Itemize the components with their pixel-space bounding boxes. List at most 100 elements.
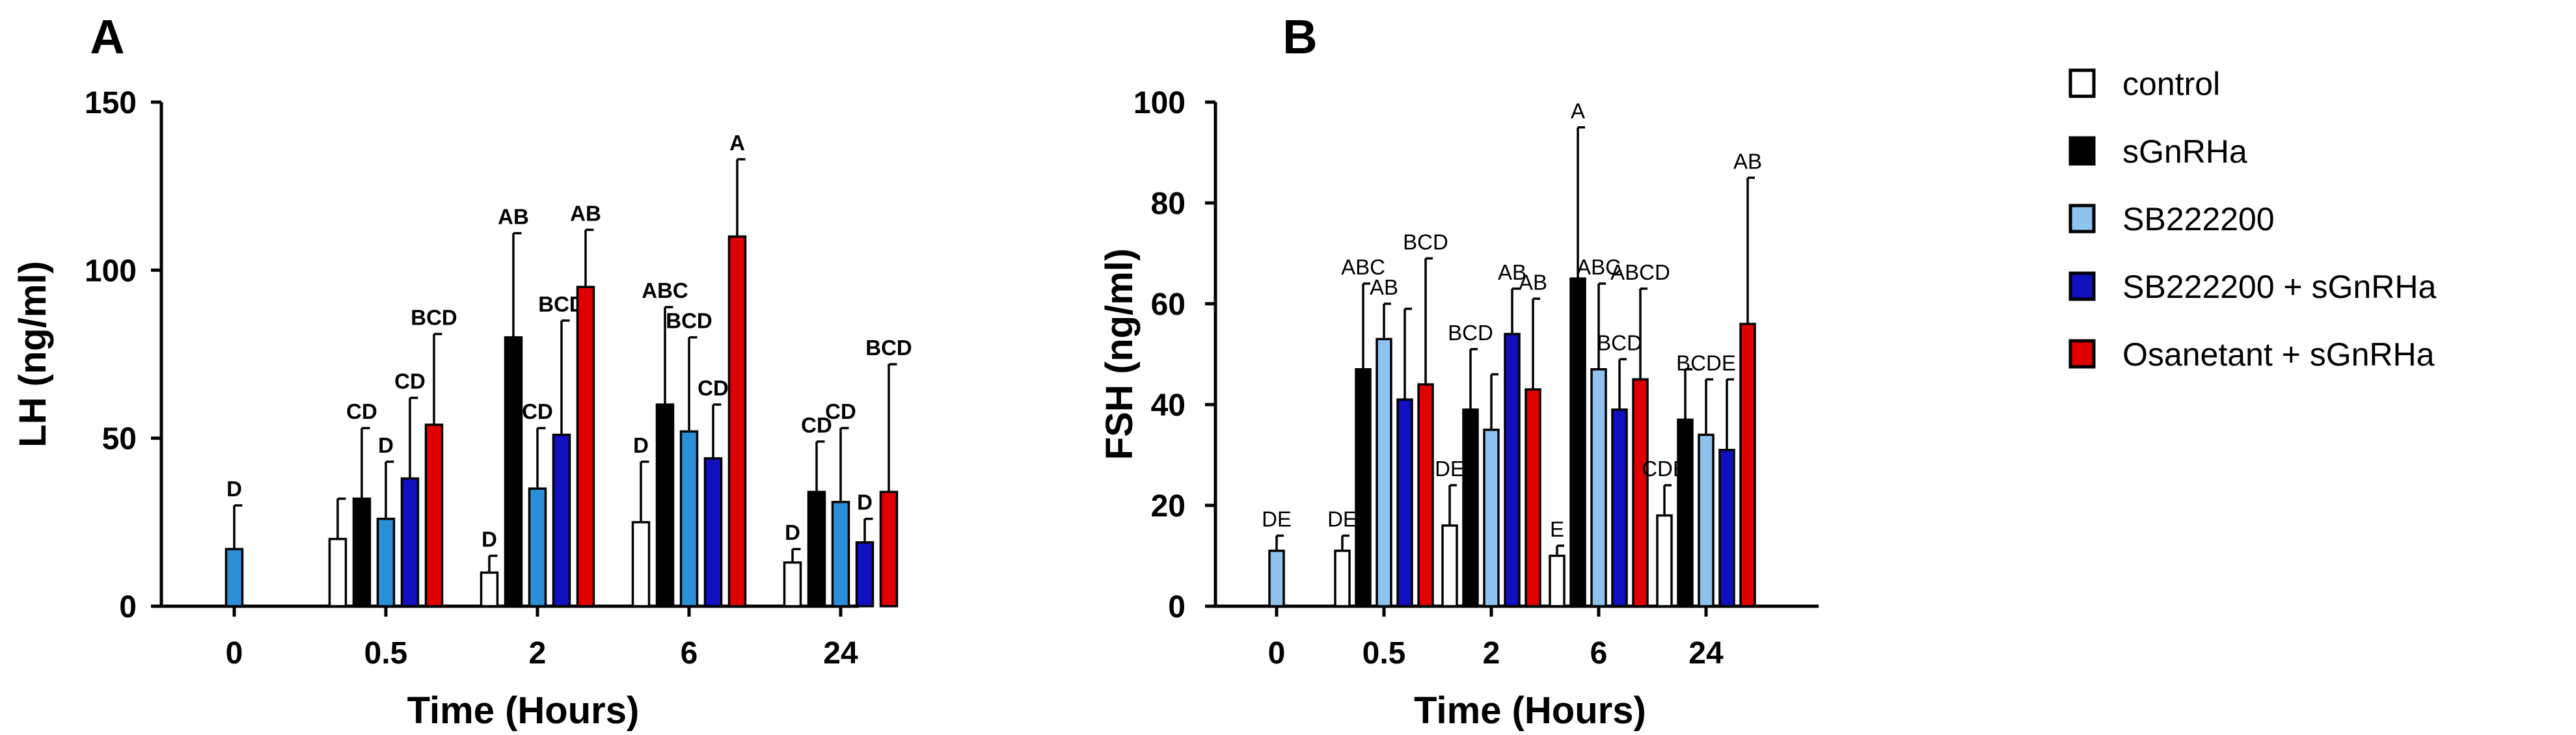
bar — [1611, 408, 1628, 608]
bar — [831, 501, 850, 608]
bar — [576, 286, 595, 608]
x-tick-label: 6 — [681, 636, 698, 671]
bar — [1355, 368, 1372, 608]
chart-panel-a: ALH (ng/ml)Time (Hours)0501001500D0.5CDD… — [12, 10, 912, 732]
significance-label: D — [226, 477, 242, 501]
bar — [1504, 332, 1521, 608]
significance-label: DE — [1262, 507, 1292, 531]
panel-letter: A — [90, 10, 124, 64]
significance-label: BCD — [1448, 321, 1493, 345]
bar — [727, 235, 747, 608]
bar — [528, 487, 547, 608]
significance-label: BCDE — [1676, 351, 1736, 375]
significance-label: CD — [801, 413, 832, 437]
y-axis-title: FSH (ng/ml) — [1098, 248, 1141, 460]
legend: control sGnRHa SB222200 SB222200 + sGnRHa Os… — [2068, 66, 2436, 373]
y-tick-label: 20 — [1151, 489, 1186, 524]
x-tick-label: 24 — [1688, 636, 1724, 671]
significance-label: ABC — [642, 278, 688, 302]
significance-label: ABC — [1341, 255, 1385, 279]
y-axis-title: LH (ng/ml) — [12, 261, 54, 448]
significance-label: CD — [346, 399, 377, 423]
significance-label: A — [1571, 99, 1585, 123]
y-tick-label: 40 — [1151, 388, 1186, 423]
bar — [1656, 514, 1673, 608]
panel-letter: B — [1282, 10, 1317, 64]
bar — [679, 430, 699, 608]
bar — [655, 403, 675, 608]
legend-swatch — [2068, 68, 2096, 98]
bar — [1718, 449, 1735, 608]
bar — [376, 517, 396, 608]
y-tick-label: 60 — [1151, 287, 1186, 322]
x-axis-title: Time (Hours) — [1414, 689, 1646, 732]
bar — [1396, 398, 1413, 608]
bar — [424, 423, 444, 608]
x-tick-label: 2 — [1483, 636, 1500, 671]
legend-swatch — [2068, 136, 2096, 166]
y-tick-label: 50 — [102, 422, 137, 457]
x-tick-label: 0.5 — [1363, 636, 1406, 671]
bar — [1334, 550, 1351, 608]
significance-label: E — [1550, 517, 1564, 541]
y-tick-label: 100 — [1133, 86, 1186, 120]
bar — [504, 336, 523, 608]
legend-label: SB222200 — [2122, 201, 2275, 237]
significance-label: CD — [698, 376, 729, 400]
bar — [480, 571, 499, 608]
bar — [631, 521, 651, 608]
significance-label: AB — [1370, 275, 1398, 299]
legend-swatch — [2068, 339, 2096, 369]
bar — [1525, 388, 1541, 608]
chart-panel-b: B FSH (ng/ml) Time (Hours) 0 20 40 60 80 100 0 DE 0… — [1098, 10, 1819, 732]
y-tick-label: 0 — [1168, 590, 1186, 624]
significance-label: D — [633, 433, 649, 457]
x-tick-label: 2 — [529, 636, 547, 671]
significance-label: D — [378, 433, 394, 457]
significance-label: DE — [1327, 507, 1357, 531]
significance-label: D — [481, 528, 497, 552]
bar — [783, 561, 802, 608]
significance-label: BCD — [666, 309, 712, 333]
bar — [1632, 378, 1649, 608]
bar — [1590, 368, 1607, 608]
bar — [703, 457, 723, 608]
bar — [879, 490, 899, 608]
bar — [1549, 554, 1566, 608]
bar — [1698, 433, 1715, 608]
significance-label: CD — [394, 369, 426, 394]
x-tick-label: 0 — [226, 636, 243, 671]
y-tick-label: 0 — [119, 590, 137, 624]
bar — [352, 497, 372, 608]
bar — [855, 541, 874, 608]
significance-label: AB — [1733, 149, 1762, 173]
x-axis-title: Time (Hours) — [407, 689, 640, 732]
legend-swatch — [2068, 204, 2096, 234]
y-tick-label: 80 — [1151, 187, 1186, 221]
bar — [1677, 418, 1694, 608]
bar — [1441, 524, 1458, 608]
x-tick-label: 24 — [823, 636, 858, 671]
x-tick-label: 6 — [1590, 636, 1608, 671]
significance-label: D — [857, 490, 873, 514]
legend-label: SB222200 + sGnRHa — [2122, 269, 2436, 305]
bar — [1268, 550, 1285, 608]
bar — [328, 537, 347, 608]
significance-label: CD — [522, 399, 553, 423]
significance-label: ABC — [1577, 255, 1621, 279]
bar — [1462, 408, 1479, 608]
significance-label: BCD — [865, 336, 912, 360]
legend-swatch — [2068, 271, 2096, 301]
legend-label: Osanetant + sGnRHa — [2122, 336, 2435, 373]
bar — [224, 548, 244, 608]
bar — [1739, 323, 1756, 608]
significance-label: ABCD — [1610, 260, 1670, 284]
bar — [552, 433, 571, 608]
bar — [807, 490, 826, 608]
significance-label: BCD — [1597, 330, 1642, 354]
bar — [1483, 429, 1500, 608]
bar — [1569, 277, 1586, 608]
y-tick-label: 150 — [85, 86, 137, 120]
y-tick-label: 100 — [85, 254, 137, 288]
significance-label: BCD — [1403, 230, 1448, 254]
